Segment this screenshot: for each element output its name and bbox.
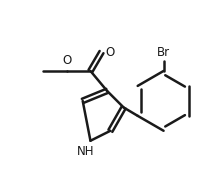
Text: Br: Br [157, 46, 170, 59]
Text: O: O [105, 46, 115, 59]
Text: O: O [63, 54, 72, 67]
Text: NH: NH [77, 145, 95, 158]
